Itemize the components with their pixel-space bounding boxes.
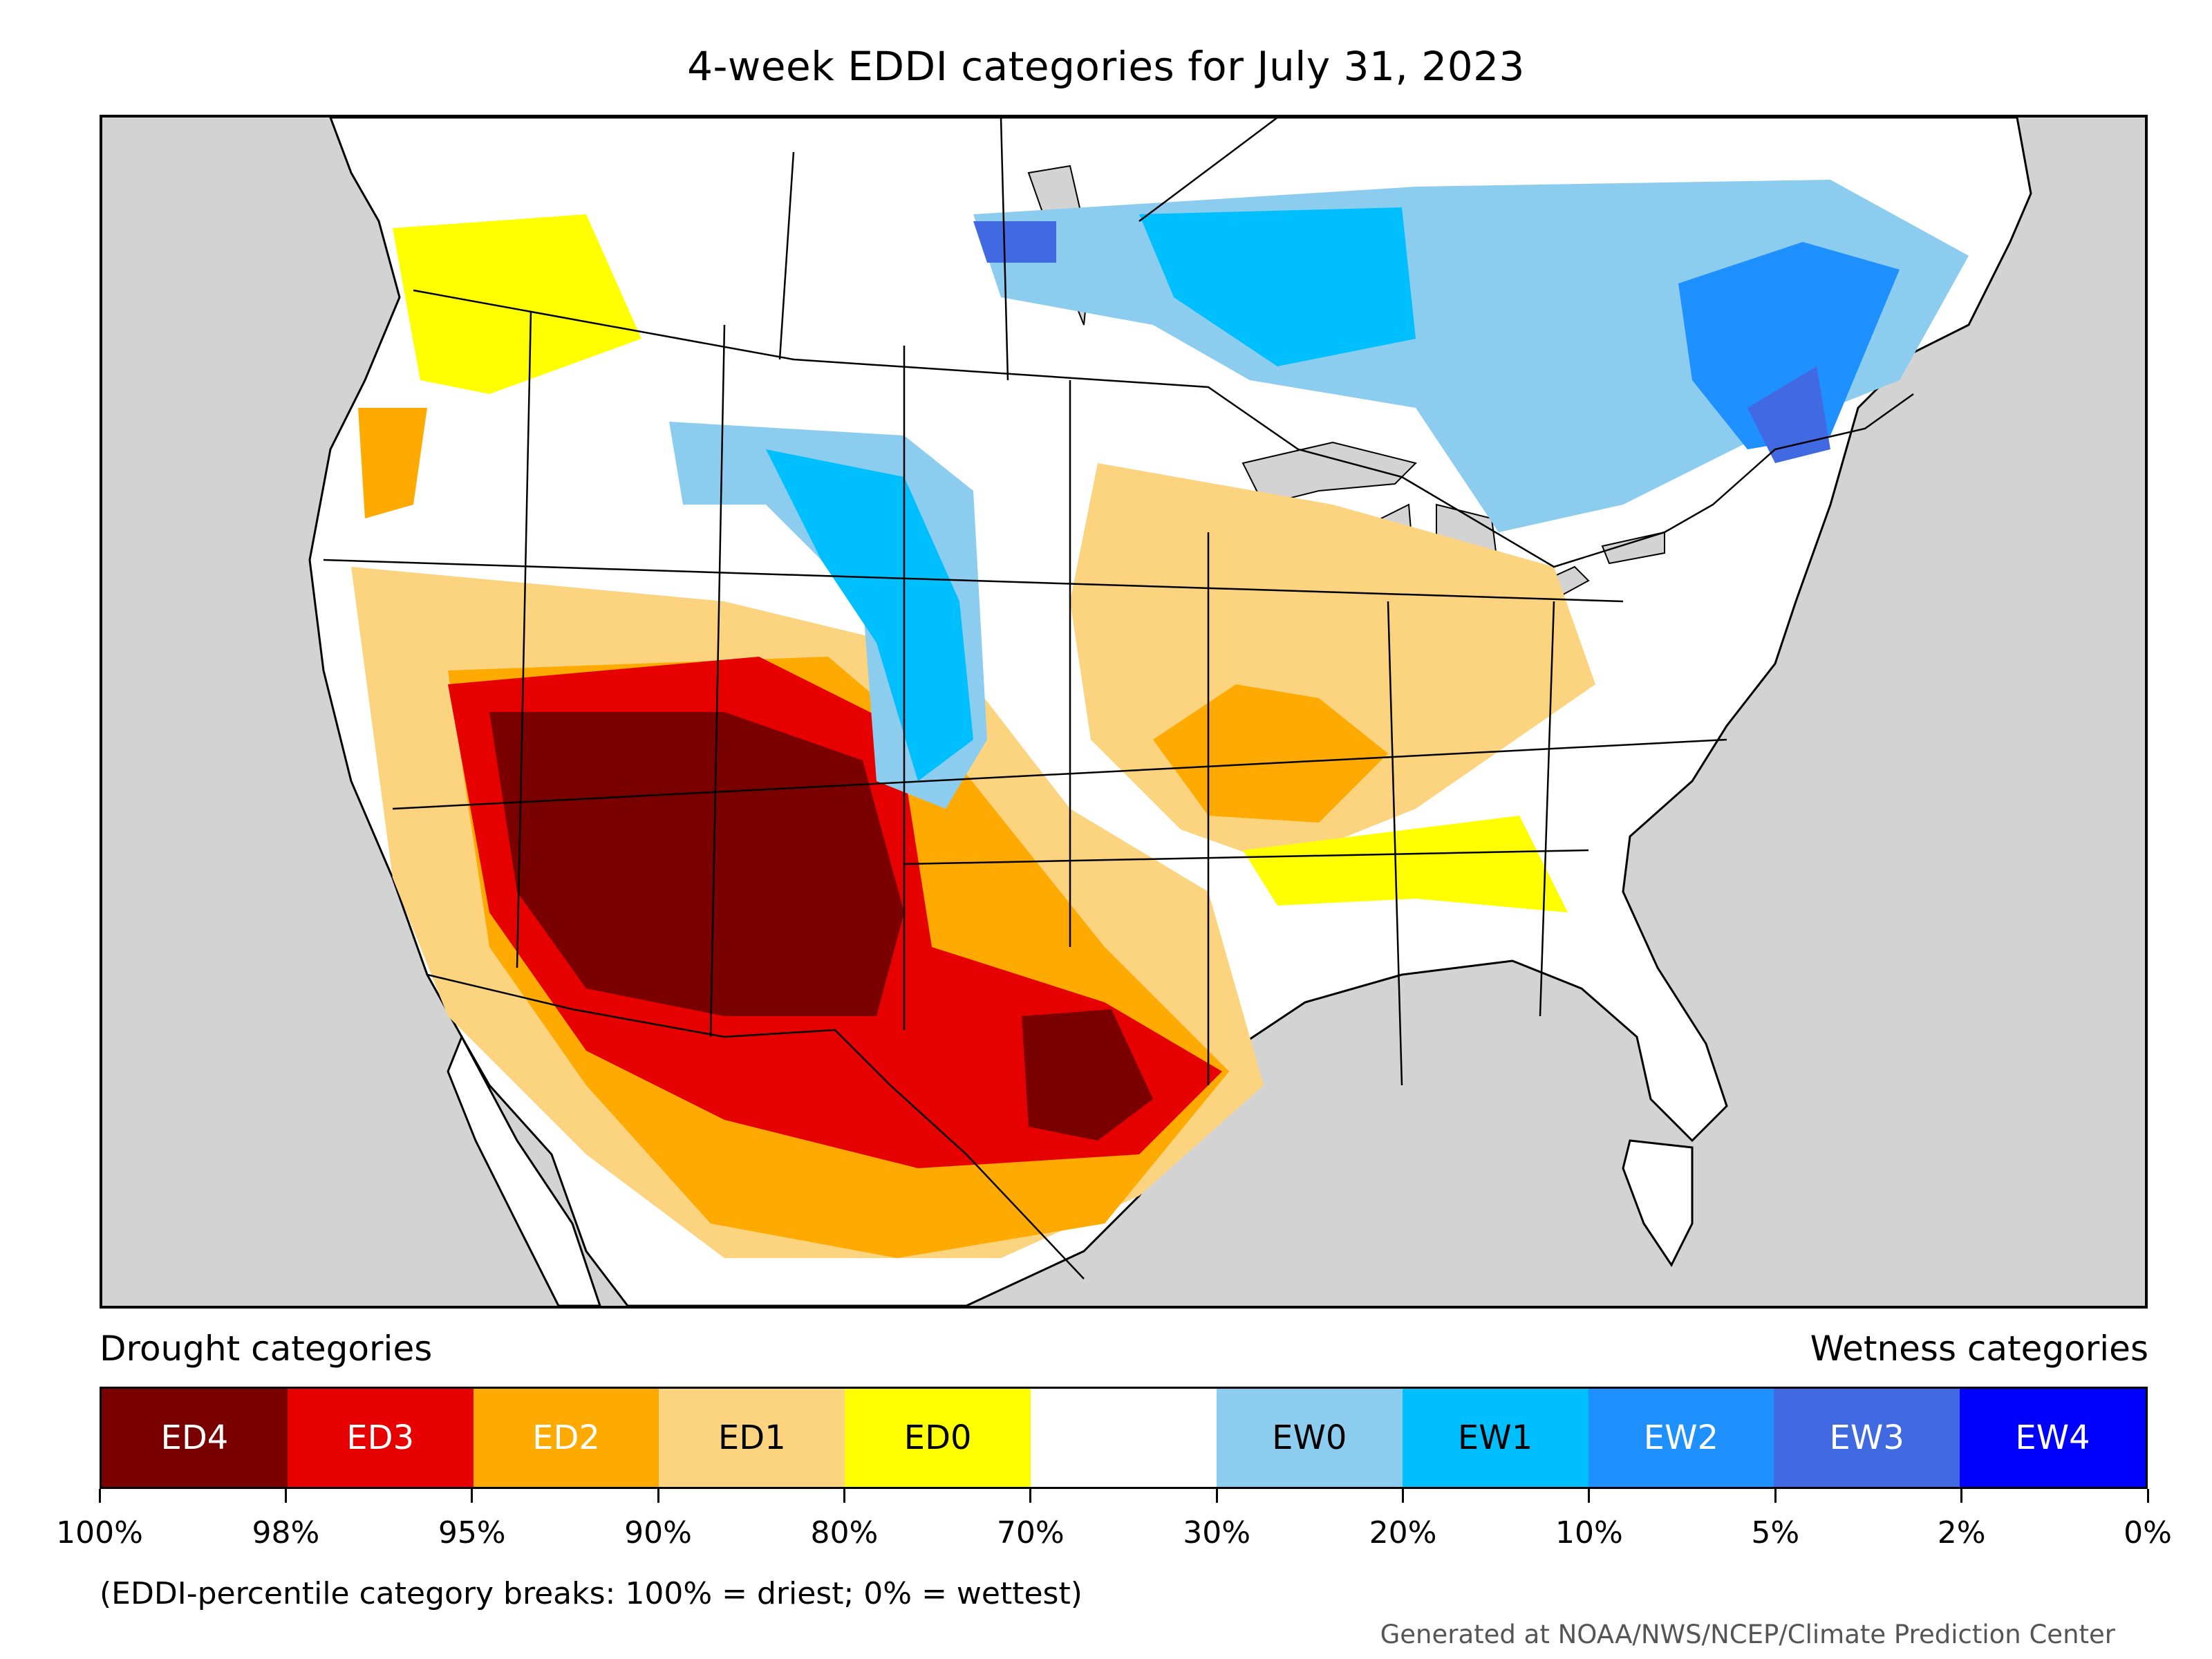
colorbar-tick-label: 70% bbox=[996, 1515, 1065, 1550]
eddi-map bbox=[308, 118, 2032, 1306]
colorbar-tick-label: 2% bbox=[1937, 1515, 1986, 1550]
florida-peninsula bbox=[1622, 1139, 1694, 1267]
state-line-1 bbox=[516, 310, 532, 968]
region-ed0-southeast bbox=[1243, 816, 1568, 912]
colorbar-tick bbox=[98, 1489, 101, 1503]
state-line-8 bbox=[323, 559, 1624, 603]
colorbar-segment-ew2: EW2 bbox=[1588, 1389, 1774, 1487]
colorbar-tick bbox=[284, 1489, 287, 1503]
us-canada-border bbox=[413, 289, 1914, 568]
region-ew3-quebec bbox=[1747, 366, 1830, 463]
colorbar-tick-label: 95% bbox=[438, 1515, 506, 1550]
region-ed0-west bbox=[393, 214, 641, 394]
map-title: 4-week EDDI categories for July 31, 2023 bbox=[687, 43, 1525, 90]
state-line-7 bbox=[1539, 601, 1555, 1017]
colorbar-tick bbox=[1588, 1489, 1591, 1503]
lake-ontario bbox=[1601, 531, 1665, 565]
state-line-11 bbox=[778, 151, 795, 360]
region-ew1-central-plains bbox=[766, 449, 973, 781]
colorbar-tick bbox=[1029, 1489, 1032, 1503]
colorbar-tick bbox=[1960, 1489, 1963, 1503]
colorbar-tick bbox=[1774, 1489, 1777, 1503]
colorbar-segment-ed2: ED2 bbox=[473, 1389, 659, 1487]
region-ew2-quebec bbox=[1678, 242, 1900, 449]
colorbar-tick-label: 90% bbox=[624, 1515, 692, 1550]
colorbar-tick bbox=[2146, 1489, 2149, 1503]
colorbar-tick-label: 0% bbox=[2124, 1515, 2172, 1550]
baja-california bbox=[447, 1034, 601, 1306]
colorbar-tick-label: 30% bbox=[1183, 1515, 1251, 1550]
colorbar-tick bbox=[1402, 1489, 1405, 1503]
colorbar-tick bbox=[657, 1489, 659, 1503]
state-line-2 bbox=[709, 324, 726, 1038]
map-panel bbox=[100, 115, 2148, 1309]
colorbar-tick-label: 80% bbox=[810, 1515, 879, 1550]
wetness-categories-heading: Wetness categories bbox=[1810, 1329, 2148, 1369]
state-line-13 bbox=[1138, 118, 1278, 222]
boundaries-layer bbox=[323, 118, 1914, 1280]
colorbar-segment-ew4: EW4 bbox=[1960, 1389, 2146, 1487]
colorbar-tick-label: 20% bbox=[1369, 1515, 1437, 1550]
credit-text: Generated at NOAA/NWS/NCEP/Climate Predi… bbox=[1380, 1620, 2115, 1649]
drought-categories-heading: Drought categories bbox=[100, 1329, 433, 1369]
colorbar-segment-ew3: EW3 bbox=[1774, 1389, 1960, 1487]
colorbar-tick-label: 98% bbox=[252, 1515, 320, 1550]
colorbar-segment-ed4: ED4 bbox=[102, 1389, 288, 1487]
state-line-9 bbox=[392, 738, 1727, 810]
region-ed2-oregon bbox=[358, 408, 427, 518]
percentile-note: (EDDI-percentile category breaks: 100% =… bbox=[100, 1576, 1082, 1611]
colorbar-tick-label: 10% bbox=[1555, 1515, 1623, 1550]
us-mexico-border bbox=[427, 973, 1085, 1280]
state-line-12 bbox=[1000, 118, 1009, 381]
colorbar-tick bbox=[471, 1489, 474, 1503]
colorbar-tick bbox=[1215, 1489, 1218, 1503]
region-ed4-texas bbox=[1022, 1009, 1153, 1141]
colorbar-segment-ed3: ED3 bbox=[287, 1389, 474, 1487]
region-ew1-canada bbox=[1139, 207, 1416, 366]
colorbar-segment-ed0: ED0 bbox=[845, 1389, 1031, 1487]
colorbar-segment-ed1: ED1 bbox=[659, 1389, 845, 1487]
colorbar-tick-label: 5% bbox=[1751, 1515, 1800, 1550]
region-ed2-midwest bbox=[1153, 684, 1388, 823]
colorbar-tick-label: 100% bbox=[56, 1515, 143, 1550]
state-line-10 bbox=[903, 849, 1589, 865]
colorbar-segment-neutral bbox=[1031, 1389, 1217, 1487]
category-colorbar: ED4 ED3 ED2 ED1 ED0 EW0 EW1 EW2 EW3 EW4 bbox=[100, 1387, 2148, 1489]
colorbar-tick bbox=[843, 1489, 845, 1503]
region-ew3-manitoba bbox=[973, 221, 1056, 263]
state-line-6 bbox=[1387, 601, 1403, 1086]
colorbar-segment-ew0: EW0 bbox=[1216, 1389, 1403, 1487]
colorbar-segment-ew1: EW1 bbox=[1402, 1389, 1588, 1487]
